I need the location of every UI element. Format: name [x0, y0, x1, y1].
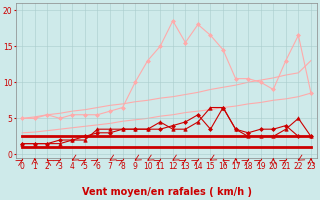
X-axis label: Vent moyen/en rafales ( km/h ): Vent moyen/en rafales ( km/h ) [82, 187, 252, 197]
